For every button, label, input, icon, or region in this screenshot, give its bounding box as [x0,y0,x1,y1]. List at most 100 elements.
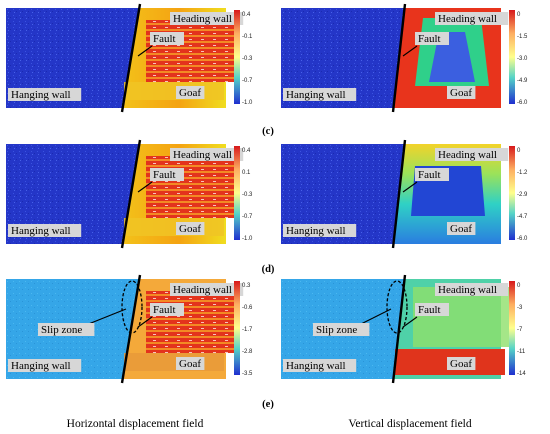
colorbar-tick: -14 [517,371,526,377]
colorbar-tick: -4.7 [517,214,528,220]
hanging-wall-label-box [8,88,82,101]
colorbar [509,281,515,375]
colorbar [509,146,515,240]
colorbar-tick: -1.7 [242,327,253,333]
colorbar-tick: -3.5 [242,371,253,377]
goaf-label-box [447,357,476,370]
fault-line [391,3,407,113]
heading-wall-label-box [435,148,509,161]
goaf-label: Goaf [179,87,201,99]
colorbar-tick: -1.0 [242,100,253,106]
panel-vertical-0: Heading wall Fault Hanging wall Goaf 0 -1.5 -3… [281,3,528,113]
hanging-wall-region [281,144,405,244]
colorbar-tick: -6.0 [517,100,528,106]
goaf-disturbed-zone [146,156,234,218]
slip-zone-label: Slip zone [316,324,357,336]
fault-line [391,274,407,384]
colorbar-tick: -0.6 [242,305,253,311]
goaf-label-box [447,86,476,99]
hanging-wall-region [6,8,140,108]
hanging-wall-label: Hanging wall [286,89,346,101]
fault-arrow [137,316,153,328]
slip-zone-outline [121,280,143,334]
colorbar-tick: -1.0 [242,236,253,242]
hanging-wall-label-box [283,88,357,101]
goaf-floor [124,353,224,371]
colorbar-tick: -2.9 [517,192,528,198]
hanging-wall-label: Hanging wall [11,225,71,237]
fault-label: Fault [153,169,176,181]
hanging-wall-label-box [283,359,357,372]
heading-wall-label-box [170,148,244,161]
fault-label-box [415,32,449,45]
fault-line [120,274,142,384]
colorbar-tick: 0.3 [242,283,251,289]
colorbar-tick: -7 [517,327,523,333]
colorbar-tick: -0.1 [242,34,253,40]
goaf-disturbed-zone [146,291,234,353]
fault-line [391,139,407,249]
goaf-label: Goaf [450,87,472,99]
colorbar-tick: -4.9 [517,78,528,84]
colorbar-tick: 0 [517,12,521,18]
colorbar [234,10,240,104]
fault-label: Fault [153,304,176,316]
fault-arrow [137,181,153,193]
fault-arrow [137,45,153,57]
panel-tag-c: (c) [262,126,274,137]
heading-wall-label-box [170,283,244,296]
colorbar-tick: 0 [517,283,521,289]
fault-label: Fault [418,304,441,316]
colorbar-tick: -0.7 [242,78,253,84]
goaf-label: Goaf [450,223,472,235]
colorbar-tick: -1.5 [517,34,528,40]
slip-zone-label-box [38,323,95,336]
heading-zone [413,287,509,347]
colorbar-tick: -0.7 [242,214,253,220]
colorbar-tick: -1.2 [517,170,528,176]
caption-horizontal: Horizontal displacement field [67,418,204,430]
heading-wall-label-box [435,283,509,296]
panel-horizontal-2: Heading wall Fault Hanging wall Goaf Slip zo… [6,274,253,384]
panel-tag-d: (d) [262,264,275,275]
goaf-label-box [176,86,205,99]
goaf-disturbed-zone [146,20,234,82]
colorbar-tick: 0 [517,148,521,154]
goaf-label: Goaf [179,358,201,370]
panel-vertical-2: Heading wall Fault Hanging wall Goaf Slip zo… [281,274,526,384]
slip-zone-label: Slip zone [41,324,82,336]
fault-label-box [150,168,184,181]
panel-horizontal-1: Heading wall Fault Hanging wall Goaf 0.4 0.1 -… [6,139,253,249]
colorbar-tick: -3 [517,305,523,311]
fault-arrow [402,181,418,193]
hanging-wall-label-box [283,224,357,237]
colorbar-tick: -0.3 [242,56,253,62]
colorbar-tick: -2.8 [242,349,253,355]
colorbar-tick: -11 [517,349,526,355]
colorbar-tick: -0.3 [242,192,253,198]
slip-zone-outline [386,280,408,334]
heading-wall-label-box [435,12,509,25]
goaf-floor [124,82,224,100]
hanging-wall-region [281,8,405,108]
goaf-label-box [176,357,205,370]
hanging-wall-label: Hanging wall [11,89,71,101]
fault-label: Fault [153,33,176,45]
heading-wall-label: Heading wall [173,149,232,161]
hanging-wall-label: Hanging wall [11,360,71,372]
caption-vertical: Vertical displacement field [348,418,472,430]
panel-tag-e: (e) [262,399,274,410]
goaf-label: Goaf [179,223,201,235]
fault-line [120,139,142,249]
goaf-label-box [447,222,476,235]
fault-label: Fault [418,169,441,181]
fault-line [120,3,142,113]
fault-label-box [415,168,449,181]
heading-wall-label: Heading wall [173,284,232,296]
hanging-wall-label: Hanging wall [286,360,346,372]
heading-wall-label: Heading wall [438,284,497,296]
fault-arrow [402,45,418,57]
hanging-wall-label-box [8,224,82,237]
hanging-wall-region [6,144,140,244]
